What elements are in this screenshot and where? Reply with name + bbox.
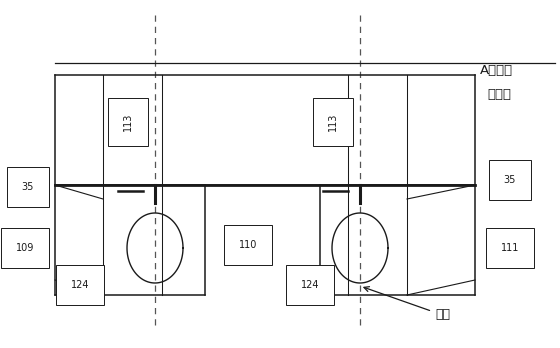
Text: 124: 124 bbox=[301, 280, 319, 290]
Text: 110: 110 bbox=[239, 240, 257, 250]
Text: A平面磨: A平面磨 bbox=[480, 63, 513, 77]
Text: 113: 113 bbox=[328, 113, 338, 131]
Text: 光顶紧: 光顶紧 bbox=[487, 88, 511, 102]
Text: 111: 111 bbox=[501, 243, 519, 253]
Text: 坡口: 坡口 bbox=[364, 287, 450, 322]
Text: 35: 35 bbox=[504, 175, 516, 185]
Text: 113: 113 bbox=[123, 113, 133, 131]
Text: 35: 35 bbox=[22, 182, 34, 192]
Text: 109: 109 bbox=[16, 243, 34, 253]
Text: 124: 124 bbox=[71, 280, 89, 290]
